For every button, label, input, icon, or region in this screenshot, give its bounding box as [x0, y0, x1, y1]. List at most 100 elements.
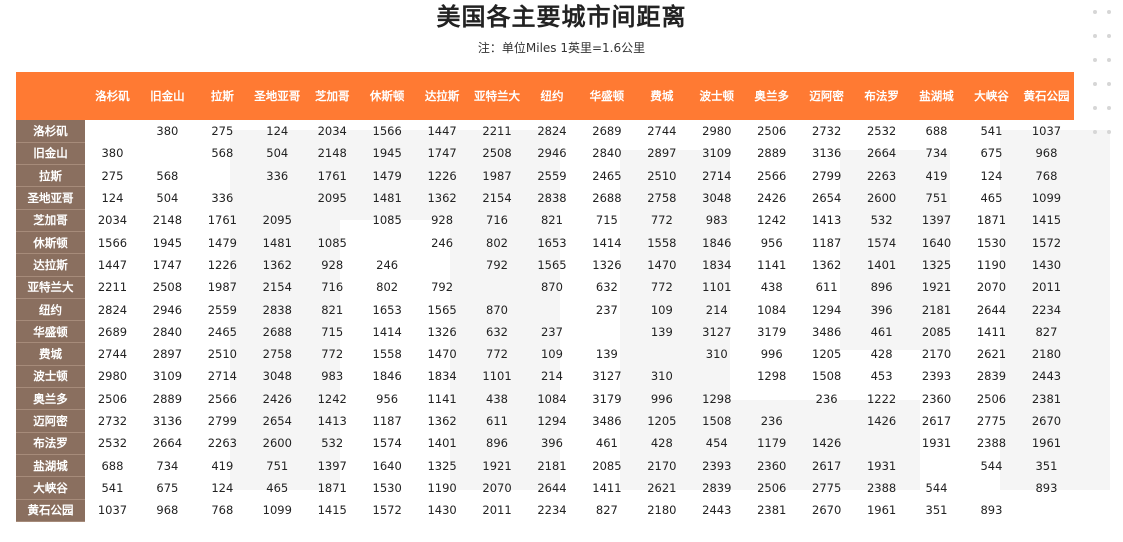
- table-row: 波士顿 2980 3109 2714 3048 983 1846 1834 1101 214 312…: [16, 365, 1074, 389]
- row-header: 奥兰多: [16, 387, 85, 411]
- distance-cell: 109: [540, 347, 563, 362]
- distance-cell: 2148: [317, 146, 347, 161]
- distance-cell: 1566: [97, 235, 128, 250]
- distance-cell: 1574: [866, 235, 897, 250]
- table-row: 芝加哥 2034 2148 1761 2095 1085 928 716 821 715 772 98…: [16, 209, 1074, 232]
- distance-cell: 2211: [97, 280, 128, 295]
- distance-cell: [854, 432, 909, 454]
- distance-cell: 1640: [372, 458, 402, 473]
- distance-cell: 2824: [537, 124, 567, 139]
- distance-cell: 1945: [152, 235, 183, 250]
- table-row: 迈阿密 2732 3136 2799 2654 1413 1187 1362 611 1294 34…: [16, 409, 1074, 433]
- column-header: 波士顿: [699, 89, 735, 103]
- distance-cell: 504: [266, 146, 289, 161]
- distance-cell: 1362: [812, 257, 842, 272]
- distance-cell: 1470: [427, 347, 457, 362]
- distance-cell: 3048: [262, 369, 292, 384]
- table-row: 奥兰多 2506 2889 2566 2426 1242 956 1141 438 1084 317…: [16, 387, 1074, 411]
- distance-cell: 772: [650, 280, 673, 295]
- distance-cell: 2688: [262, 324, 292, 339]
- distance-cell: 1401: [427, 436, 457, 451]
- distance-cell: 2388: [866, 480, 897, 495]
- distance-cell: [85, 120, 140, 142]
- table-row: 大峡谷 541 675 124 465 1871 1530 1190 2070 2644 1411 2…: [16, 476, 1074, 500]
- table-row: 费城 2744 2897 2510 2758 772 1558 1470 772 109 139 31…: [16, 342, 1074, 366]
- distance-cell: 2234: [1031, 302, 1062, 317]
- distance-cell: 275: [101, 168, 124, 183]
- distance-cell: [360, 231, 415, 253]
- distance-cell: 2506: [97, 391, 128, 406]
- distance-cell: 1242: [317, 391, 347, 406]
- distance-cell: 2506: [757, 124, 787, 139]
- row-header: 大峡谷: [16, 476, 85, 500]
- distance-cell: 2393: [921, 369, 952, 384]
- distance-cell: [634, 343, 689, 365]
- distance-cell: 715: [321, 324, 344, 339]
- distance-cell: 1362: [262, 257, 292, 272]
- distance-cell: 2889: [152, 391, 183, 406]
- distance-cell: 983: [705, 213, 728, 228]
- distance-cell: 1508: [812, 369, 842, 384]
- distance-cell: 2263: [207, 436, 237, 451]
- distance-cell: 1294: [537, 414, 567, 428]
- table-row: 布法罗 2532 2664 2263 2600 532 1574 1401 896 396 461 4…: [16, 432, 1074, 455]
- distance-cell: [305, 209, 360, 231]
- distance-cell: 1325: [427, 458, 457, 473]
- distance-cell: 3109: [702, 146, 732, 161]
- table-row: 休斯顿 1566 1945 1479 1481 1085 246 802 1653 1414 155…: [16, 231, 1074, 255]
- distance-cell: 2840: [152, 324, 183, 339]
- distance-cell: 2838: [537, 191, 567, 206]
- row-header: 达拉斯: [16, 253, 85, 277]
- distance-cell: 2600: [866, 191, 897, 206]
- distance-cell: 438: [760, 280, 783, 295]
- distance-cell: 772: [650, 213, 673, 228]
- distance-cell: 2443: [1031, 369, 1062, 384]
- distance-cell: [250, 187, 305, 209]
- distance-cell: 1298: [757, 369, 787, 384]
- distance-cell: 310: [650, 369, 673, 384]
- distance-cell: 802: [486, 235, 508, 250]
- distance-cell: 1931: [866, 458, 897, 473]
- distance-cell: 351: [925, 503, 948, 518]
- distance-cell: 870: [540, 280, 563, 295]
- distance-cell: 968: [156, 503, 179, 518]
- distance-cell: 3109: [152, 369, 183, 384]
- distance-cell: 351: [1035, 458, 1058, 473]
- distance-cell: 1565: [427, 302, 457, 317]
- distance-cell: 3179: [592, 391, 622, 406]
- distance-cell: 2393: [702, 458, 732, 473]
- distance-cell: 1190: [976, 257, 1007, 272]
- distance-cell: 983: [321, 369, 344, 384]
- distance-cell: 1415: [1031, 213, 1062, 228]
- distance-cell: 827: [1035, 324, 1058, 339]
- unit-note: 注：单位Miles 1英里=1.6公里: [477, 41, 646, 55]
- distance-cell: 2566: [207, 391, 237, 406]
- distance-cell: 1101: [482, 369, 512, 384]
- distance-cell: 1481: [262, 235, 292, 250]
- distance-cell: 1574: [372, 436, 402, 451]
- distance-cell: 2775: [812, 480, 842, 495]
- distance-cell: [1019, 499, 1074, 521]
- row-header: 亚特兰大: [16, 276, 85, 299]
- row-header: 布法罗: [16, 432, 85, 455]
- distance-cell: 632: [486, 324, 508, 339]
- distance-cell: 3127: [702, 324, 732, 339]
- distance-cell: 3127: [592, 369, 622, 384]
- distance-cell: 1987: [207, 280, 237, 295]
- distance-cell: 2664: [152, 436, 183, 451]
- distance-cell: 246: [376, 257, 399, 272]
- distance-cell: 1397: [921, 213, 952, 228]
- distance-cell: 2154: [482, 191, 512, 206]
- distance-cell: 2775: [976, 414, 1007, 428]
- distance-cell: [415, 254, 470, 276]
- distance-cell: 380: [156, 124, 179, 139]
- distance-cell: [525, 298, 580, 320]
- distance-cell: 3486: [812, 324, 842, 339]
- distance-cell: 2070: [482, 480, 512, 495]
- distance-cell: 2095: [262, 213, 292, 228]
- distance-cell: 734: [925, 146, 948, 161]
- row-header: 迈阿密: [16, 409, 85, 433]
- distance-cell: 2211: [482, 124, 512, 139]
- distance-cell: 2180: [1031, 347, 1062, 362]
- distance-cell: 827: [595, 503, 618, 518]
